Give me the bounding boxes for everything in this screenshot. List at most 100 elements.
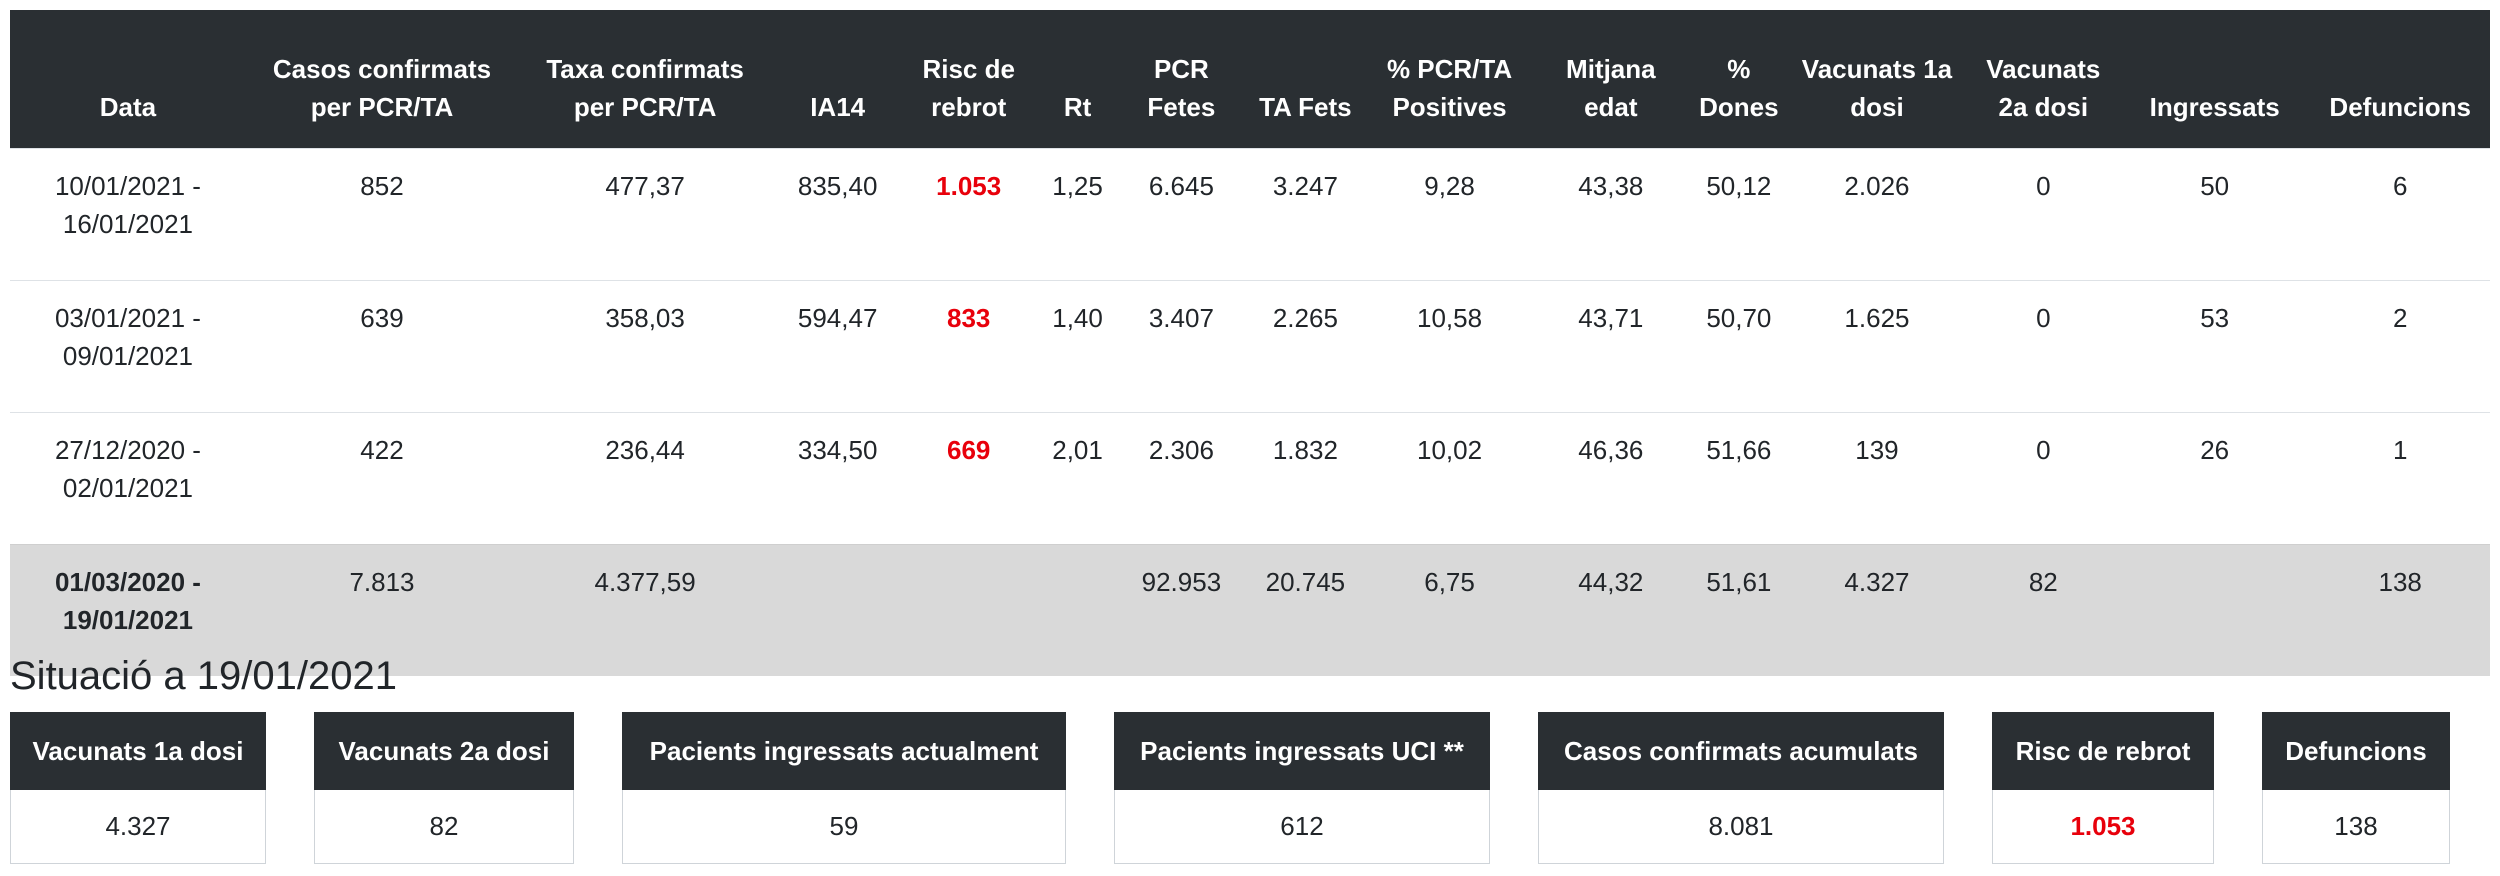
cell-positives: 9,28 bbox=[1368, 148, 1531, 281]
cell-risc-rebrot bbox=[903, 544, 1035, 676]
cell-pcr: 6.645 bbox=[1120, 148, 1242, 281]
cell-dones: 51,61 bbox=[1691, 544, 1787, 676]
col-header-ia14: IA14 bbox=[772, 10, 904, 149]
cell-ia14: 835,40 bbox=[772, 148, 904, 281]
cell-defuncions: 6 bbox=[2310, 148, 2490, 281]
cell-ingressats: 53 bbox=[2118, 280, 2311, 413]
cell-positives: 6,75 bbox=[1368, 544, 1531, 676]
cell-casos: 639 bbox=[245, 280, 519, 413]
col-header-risc-rebrot: Risc de rebrot bbox=[903, 10, 1035, 149]
cell-vacunats-2a: 82 bbox=[1967, 544, 2119, 676]
summary-card-risc-rebrot: Risc de rebrot 1.053 bbox=[1992, 712, 2214, 864]
summary-card-label: Defuncions bbox=[2262, 712, 2450, 790]
situacio-title: Situació a 19/01/2021 bbox=[10, 654, 397, 698]
col-header-pcr-fetes: PCR Fetes bbox=[1120, 10, 1242, 149]
col-header-dones: % Dones bbox=[1691, 10, 1787, 149]
cell-ta: 2.265 bbox=[1241, 280, 1369, 413]
cell-taxa: 4.377,59 bbox=[518, 544, 773, 676]
summary-card-label: Vacunats 1a dosi bbox=[10, 712, 266, 790]
cell-ingressats: 50 bbox=[2118, 148, 2311, 281]
col-header-vacunats-2a: Vacunats 2a dosi bbox=[1967, 10, 2119, 149]
cell-date: 10/01/2021 - 16/01/2021 bbox=[10, 148, 246, 281]
cell-ta: 1.832 bbox=[1241, 412, 1369, 545]
summary-card-label: Risc de rebrot bbox=[1992, 712, 2214, 790]
summary-card-value: 82 bbox=[314, 790, 574, 864]
summary-card-value: 138 bbox=[2262, 790, 2450, 864]
cell-taxa: 358,03 bbox=[518, 280, 773, 413]
cell-rt bbox=[1034, 544, 1121, 676]
cell-ingressats bbox=[2118, 544, 2311, 676]
col-header-ta-fets: TA Fets bbox=[1241, 10, 1369, 149]
cell-defuncions: 2 bbox=[2310, 280, 2490, 413]
col-header-taxa-confirmats: Taxa confirmats per PCR/TA bbox=[518, 10, 773, 149]
table-header-row: Data Casos confirmats per PCR/TA Taxa co… bbox=[10, 10, 2490, 149]
cell-ia14: 334,50 bbox=[772, 412, 904, 545]
cell-vacunats-2a: 0 bbox=[1967, 148, 2119, 281]
cell-edat: 43,71 bbox=[1530, 280, 1692, 413]
summary-card-casos-acumulats: Casos confirmats acumulats 8.081 bbox=[1538, 712, 1944, 864]
cell-defuncions: 138 bbox=[2310, 544, 2490, 676]
cell-positives: 10,58 bbox=[1368, 280, 1531, 413]
cell-vacunats-1a: 1.625 bbox=[1786, 280, 1968, 413]
cell-pcr: 92.953 bbox=[1120, 544, 1242, 676]
cell-edat: 46,36 bbox=[1530, 412, 1692, 545]
cell-risc-rebrot: 1.053 bbox=[903, 148, 1035, 281]
summary-card-defuncions: Defuncions 138 bbox=[2262, 712, 2450, 864]
summary-card-value: 8.081 bbox=[1538, 790, 1944, 864]
cell-dones: 50,12 bbox=[1691, 148, 1787, 281]
summary-card-vacunats-1a: Vacunats 1a dosi 4.327 bbox=[10, 712, 266, 864]
cell-vacunats-2a: 0 bbox=[1967, 412, 2119, 545]
cell-date: 03/01/2021 - 09/01/2021 bbox=[10, 280, 246, 413]
cell-pcr: 3.407 bbox=[1120, 280, 1242, 413]
cell-risc-rebrot: 669 bbox=[903, 412, 1035, 545]
table-row: 03/01/2021 - 09/01/2021 639 358,03 594,4… bbox=[10, 280, 2490, 413]
cell-taxa: 236,44 bbox=[518, 412, 773, 545]
cell-casos: 7.813 bbox=[245, 544, 519, 676]
summary-card-label: Pacients ingressats actualment bbox=[622, 712, 1066, 790]
cell-vacunats-1a: 2.026 bbox=[1786, 148, 1968, 281]
summary-card-label: Vacunats 2a dosi bbox=[314, 712, 574, 790]
cell-casos: 422 bbox=[245, 412, 519, 545]
table-total-row: 01/03/2020 - 19/01/2021 7.813 4.377,59 9… bbox=[10, 544, 2490, 676]
cell-vacunats-2a: 0 bbox=[1967, 280, 2119, 413]
cell-positives: 10,02 bbox=[1368, 412, 1531, 545]
summary-card-value: 612 bbox=[1114, 790, 1490, 864]
col-header-rt: Rt bbox=[1034, 10, 1121, 149]
cell-ia14: 594,47 bbox=[772, 280, 904, 413]
col-header-mitjana-edat: Mitjana edat bbox=[1530, 10, 1692, 149]
summary-card-value: 59 bbox=[622, 790, 1066, 864]
col-header-vacunats-1a: Vacunats 1a dosi bbox=[1786, 10, 1968, 149]
cell-pcr: 2.306 bbox=[1120, 412, 1242, 545]
weekly-data-table: Data Casos confirmats per PCR/TA Taxa co… bbox=[10, 10, 2490, 676]
cell-edat: 44,32 bbox=[1530, 544, 1692, 676]
cell-taxa: 477,37 bbox=[518, 148, 773, 281]
table-row: 27/12/2020 - 02/01/2021 422 236,44 334,5… bbox=[10, 412, 2490, 545]
col-header-ingressats: Ingressats bbox=[2118, 10, 2311, 149]
summary-card-vacunats-2a: Vacunats 2a dosi 82 bbox=[314, 712, 574, 864]
cell-vacunats-1a: 4.327 bbox=[1786, 544, 1968, 676]
cell-date: 27/12/2020 - 02/01/2021 bbox=[10, 412, 246, 545]
col-header-data: Data bbox=[10, 10, 246, 149]
summary-card-ingressats: Pacients ingressats actualment 59 bbox=[622, 712, 1066, 864]
summary-card-label: Casos confirmats acumulats bbox=[1538, 712, 1944, 790]
col-header-casos-confirmats: Casos confirmats per PCR/TA bbox=[245, 10, 519, 149]
cell-date: 01/03/2020 - 19/01/2021 bbox=[10, 544, 246, 676]
table-row: 10/01/2021 - 16/01/2021 852 477,37 835,4… bbox=[10, 148, 2490, 281]
cell-defuncions: 1 bbox=[2310, 412, 2490, 545]
cell-ia14 bbox=[772, 544, 904, 676]
cell-ta: 3.247 bbox=[1241, 148, 1369, 281]
cell-rt: 2,01 bbox=[1034, 412, 1121, 545]
cell-dones: 51,66 bbox=[1691, 412, 1787, 545]
col-header-positives: % PCR/TA Positives bbox=[1368, 10, 1531, 149]
cell-rt: 1,40 bbox=[1034, 280, 1121, 413]
cell-rt: 1,25 bbox=[1034, 148, 1121, 281]
summary-card-label: Pacients ingressats UCI ** bbox=[1114, 712, 1490, 790]
cell-vacunats-1a: 139 bbox=[1786, 412, 1968, 545]
summary-card-value: 1.053 bbox=[1992, 790, 2214, 864]
cell-ingressats: 26 bbox=[2118, 412, 2311, 545]
cell-edat: 43,38 bbox=[1530, 148, 1692, 281]
cell-casos: 852 bbox=[245, 148, 519, 281]
cell-risc-rebrot: 833 bbox=[903, 280, 1035, 413]
cell-ta: 20.745 bbox=[1241, 544, 1369, 676]
summary-card-uci: Pacients ingressats UCI ** 612 bbox=[1114, 712, 1490, 864]
